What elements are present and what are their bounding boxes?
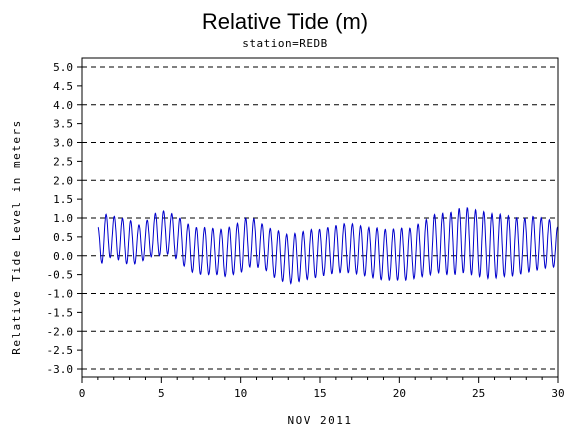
- y-tick-label: -0.5: [47, 269, 74, 282]
- chart-title: Relative Tide (m): [202, 9, 368, 34]
- y-axis: 5.0 4.5 4.0 3.5 3.0 2.5 2.0 1.5 1.0 0.5 0.0 -0.5 -1.…: [47, 61, 82, 376]
- y-tick-label: -1.5: [47, 306, 74, 319]
- y-tick-label: -1.0: [47, 288, 74, 301]
- y-tick-label: 2.5: [53, 155, 73, 168]
- x-tick-label: 15: [313, 387, 326, 400]
- y-tick-label: 5.0: [53, 61, 73, 74]
- x-tick-label: 30: [551, 387, 564, 400]
- y-tick-label: 1.0: [53, 212, 73, 225]
- y-tick-label: 4.0: [53, 99, 73, 112]
- y-tick-label: -3.0: [47, 363, 74, 376]
- tide-series-line: [97, 207, 559, 285]
- x-tick-label: 0: [79, 387, 86, 400]
- chart-subtitle: station=REDB: [242, 37, 327, 50]
- x-axis: 0 5 10 15 20 25 30: [79, 377, 565, 400]
- y-tick-label: 4.5: [53, 80, 73, 93]
- y-tick-label: 2.0: [53, 174, 73, 187]
- y-tick-label: 0.5: [53, 231, 73, 244]
- y-tick-label: -2.5: [47, 344, 74, 357]
- x-tick-label: 5: [158, 387, 165, 400]
- x-tick-label: 10: [234, 387, 247, 400]
- y-tick-label: -2.0: [47, 325, 74, 338]
- x-tick-label: 20: [393, 387, 406, 400]
- y-tick-label: 0.0: [53, 250, 73, 263]
- plot-frame: [81, 57, 559, 378]
- y-axis-label: Relative Tide Level in meters: [10, 119, 23, 355]
- gridlines: [82, 66, 558, 370]
- y-tick-label: 3.5: [53, 118, 73, 131]
- x-axis-label: NOV 2011: [288, 414, 353, 427]
- y-tick-label: 1.5: [53, 193, 73, 206]
- x-tick-label: 25: [472, 387, 485, 400]
- y-tick-label: 3.0: [53, 137, 73, 150]
